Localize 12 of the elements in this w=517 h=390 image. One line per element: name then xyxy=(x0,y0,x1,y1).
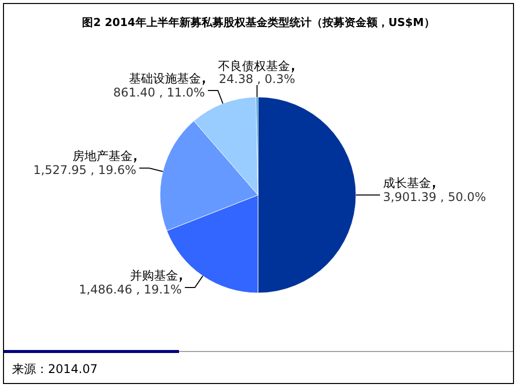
source-note: 来源：2014.07 xyxy=(12,362,98,376)
data-label: 1,527.95 , 19.6% xyxy=(33,163,136,178)
slice-label: 并购基金 xyxy=(130,268,178,282)
slice-label: 房地产基金 xyxy=(72,149,132,164)
data-label: 3,901.39 , 50.0% xyxy=(383,190,486,204)
data-label: 1,486.46 , 19.1% xyxy=(78,282,182,296)
slice-label: 成长基金 xyxy=(383,176,431,190)
slice-label: 基础设施基金 xyxy=(128,71,201,86)
data-label: 861.40 , 11.0% xyxy=(113,85,205,100)
data-label: 24.38 , 0.3% xyxy=(218,72,296,86)
chart-title: 图2 2014年上半年新募私募股权基金类型统计（按募资金额，US$M） xyxy=(82,16,435,29)
slice-label: 不良债权基金 xyxy=(218,59,290,74)
